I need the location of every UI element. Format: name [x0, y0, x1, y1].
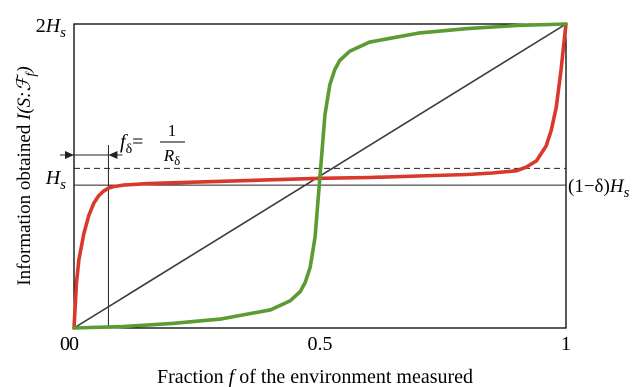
y-label-prefix: Information obtained [14, 120, 35, 286]
plateau-level-label: (1−δ)Hs [568, 176, 630, 201]
y-label-variable: I(S:ℱ [14, 73, 35, 120]
y-tick-label: 2Hs [36, 15, 66, 41]
red-curve-series [72, 22, 568, 330]
formula-equals: = [132, 131, 143, 153]
formula-R-subscript: δ [174, 153, 180, 168]
tick-subscript: s [60, 177, 66, 193]
y-tick-label: Hs [45, 167, 66, 193]
threshold-arrowhead-right [108, 151, 118, 159]
y-label-close: ) [14, 66, 35, 73]
x-tick-label: 0 [69, 333, 79, 355]
y-label-subscript: f [24, 71, 39, 77]
plateau-variable: H [609, 176, 625, 197]
threshold-formula-numerator: 1 [168, 121, 177, 140]
y-axis-label: Information obtained I(S:ℱf) [14, 66, 39, 285]
tick-variable: H [45, 15, 62, 37]
plateau-coefficient: (1−δ) [568, 176, 610, 197]
tick-variable: H [45, 167, 62, 189]
tick-subscript: s [60, 25, 66, 41]
threshold-arrowhead-left [65, 151, 74, 159]
x-label-prefix: Fraction [157, 366, 229, 387]
x-label-suffix: of the environment measured [234, 366, 473, 387]
green-curve-series [72, 22, 568, 330]
threshold-formula-denominator: Rδ [163, 146, 181, 168]
x-label-variable: f [229, 366, 237, 387]
plateau-subscript: s [624, 185, 630, 201]
formula-f-subscript: δ [126, 142, 133, 157]
y-tick-label: 0 [60, 333, 70, 355]
x-axis-label: Fraction f of the environment measured [157, 366, 473, 387]
plot-frame [73, 23, 567, 329]
threshold-formula-lhs: fδ= [120, 131, 143, 157]
x-tick-label: 0.5 [308, 333, 333, 355]
formula-f: f [120, 131, 128, 153]
formula-R: R [163, 146, 175, 165]
x-tick-label: 1 [561, 333, 571, 355]
tick-coefficient: 2 [36, 15, 46, 37]
